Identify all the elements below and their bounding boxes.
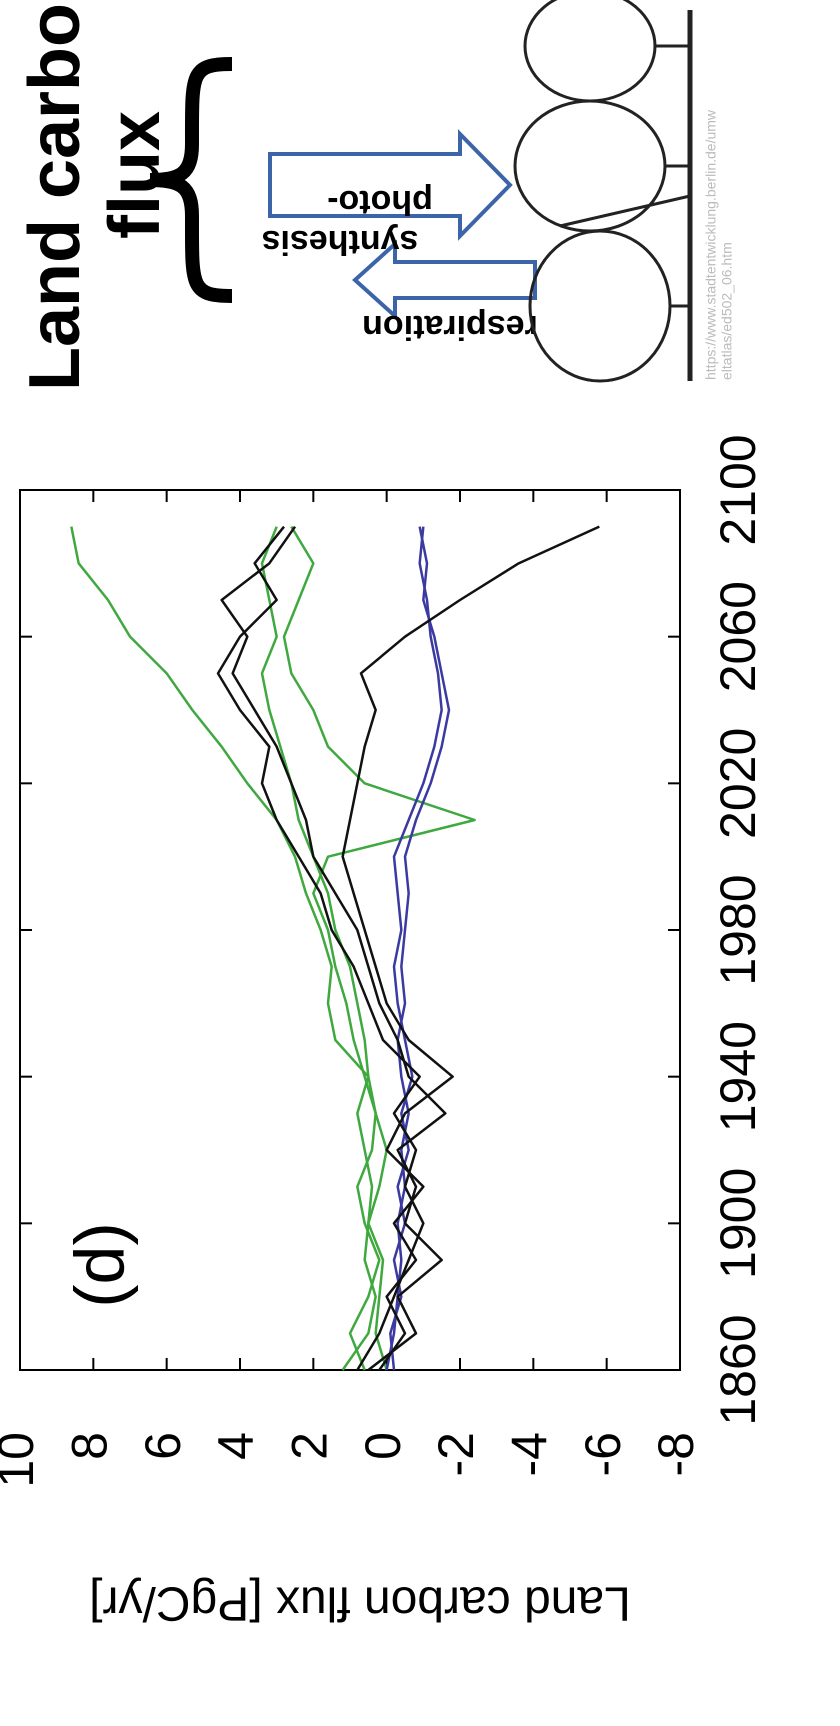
x-tick-label: 2020 [710,728,766,839]
sidebar-title: Land carbon [15,0,95,391]
trees [513,0,693,383]
y-tick-label: 8 [62,1432,118,1460]
series-line [389,526,443,1371]
y-tick-label: -6 [575,1432,631,1476]
x-tick-label: 2100 [710,434,766,545]
y-tick-label: -4 [502,1432,558,1476]
series-line [341,525,600,1371]
panel-label: (d) [60,1222,138,1308]
y-axis-title: Land carbon flux [PgC/yr] [89,1576,631,1629]
series-line [216,525,425,1371]
series-line [385,526,451,1371]
series-line [220,525,447,1371]
photosynthesis-label: synthesis [262,223,419,261]
y-tick-label: 6 [135,1432,191,1460]
source-text: eltatlas/ed502_06.htm [719,242,735,380]
source-text: https://www.stadtentwicklung.berlin.de/u… [703,109,719,380]
y-tick-label: 10 [0,1432,44,1488]
y-tick-label: -8 [648,1432,704,1476]
respiration-label: respiration [362,308,538,346]
respiration-arrow [352,239,537,321]
y-tick-label: -2 [428,1432,484,1476]
series-line [282,526,476,1371]
x-tick-label: 1900 [710,1168,766,1279]
y-tick-label: 4 [208,1432,264,1460]
photosynthesis-arrow [268,129,513,241]
y-tick-label: 0 [355,1432,411,1460]
photosynthesis-label: photo- [327,183,433,221]
x-tick-label: 1980 [710,874,766,985]
brace [149,57,233,303]
x-tick-label: 1940 [710,1021,766,1132]
y-tick-label: 2 [282,1432,338,1460]
series-line [260,526,388,1371]
rotated-figure: (d) Land carbon flux [PgC/yr] Land carbo… [0,0,766,1629]
x-tick-label: 1860 [710,1314,766,1425]
x-tick-label: 2060 [710,581,766,692]
